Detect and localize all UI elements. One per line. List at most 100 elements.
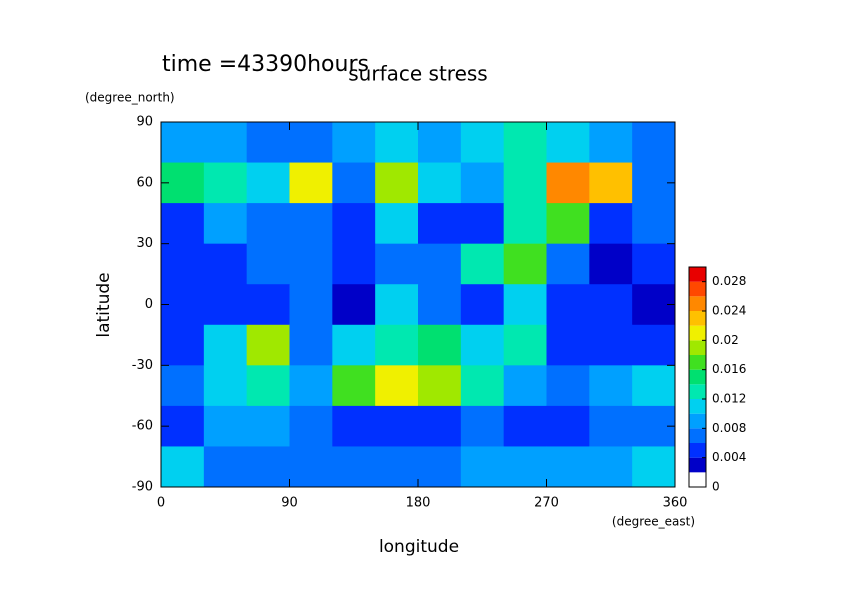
cell <box>332 122 376 164</box>
cell <box>161 122 205 164</box>
cell <box>203 162 248 204</box>
cell <box>418 446 462 488</box>
cell <box>632 203 676 245</box>
cell <box>246 405 290 447</box>
colorbar-tick-label: 0.016 <box>712 362 746 376</box>
cell <box>418 365 462 407</box>
cell <box>289 405 333 447</box>
cell <box>503 122 547 164</box>
x-tick-label: 0 <box>157 496 165 511</box>
cell <box>418 122 462 164</box>
cell <box>546 162 590 204</box>
y-unit: (degree_north) <box>85 91 175 105</box>
cell <box>418 243 462 285</box>
y-tick-label: 60 <box>136 175 153 190</box>
cell <box>375 122 419 164</box>
colorbar-tick-label: 0.008 <box>712 421 746 435</box>
cell <box>289 284 333 326</box>
cell <box>460 405 505 447</box>
cell <box>289 365 333 407</box>
cell <box>289 243 333 285</box>
cell <box>460 365 505 407</box>
colorbar-tick-label: 0 <box>712 480 720 494</box>
colorbar-box <box>689 325 706 341</box>
colorbar-box <box>689 457 706 473</box>
cell <box>460 324 505 366</box>
cell <box>546 203 590 245</box>
cell <box>246 122 290 164</box>
cell <box>161 446 205 488</box>
cell <box>246 203 290 245</box>
cell <box>632 243 676 285</box>
cell <box>589 122 633 164</box>
cell <box>246 243 290 285</box>
cell <box>418 284 462 326</box>
cell <box>418 405 462 447</box>
cell <box>632 324 676 366</box>
cell <box>503 284 547 326</box>
cell <box>418 324 462 366</box>
cell <box>460 243 505 285</box>
cell <box>203 284 248 326</box>
cell <box>161 243 205 285</box>
cell <box>460 284 505 326</box>
cell <box>332 405 376 447</box>
cell <box>375 203 419 245</box>
cell <box>546 122 590 164</box>
cell <box>289 324 333 366</box>
cell <box>246 162 290 204</box>
cell <box>203 243 248 285</box>
cell <box>332 324 376 366</box>
cell <box>375 446 419 488</box>
cell <box>503 446 547 488</box>
cell <box>161 324 205 366</box>
colorbar-tick-label: 0.024 <box>712 304 746 318</box>
cell <box>503 203 547 245</box>
cell <box>246 446 290 488</box>
cell <box>589 324 633 366</box>
cell <box>246 365 290 407</box>
x-label: longitude <box>379 537 459 557</box>
cell <box>503 243 547 285</box>
cell <box>332 162 376 204</box>
x-tick-label: 270 <box>534 496 559 511</box>
colorbar-box <box>689 311 706 326</box>
cell <box>203 324 248 366</box>
y-tick-label: 0 <box>145 297 153 312</box>
cell <box>418 203 462 245</box>
cell <box>503 405 547 447</box>
cell <box>418 162 462 204</box>
cell <box>203 365 248 407</box>
cell <box>203 122 248 164</box>
cell <box>589 243 633 285</box>
y-label: latitude <box>94 272 114 337</box>
cell <box>589 284 633 326</box>
cell <box>546 365 590 407</box>
cell <box>589 365 633 407</box>
cell <box>589 405 633 447</box>
cell <box>632 122 676 164</box>
cell <box>460 162 505 204</box>
cell <box>375 405 419 447</box>
cell <box>589 203 633 245</box>
cell <box>375 162 419 204</box>
cell <box>503 365 547 407</box>
colorbar-tick-label: 0.028 <box>712 274 746 288</box>
colorbar-box <box>689 340 706 355</box>
cell <box>203 446 248 488</box>
cell <box>289 162 333 204</box>
colorbar-tick-label: 0.004 <box>712 450 746 464</box>
colorbar-box <box>689 399 706 414</box>
colorbar-box <box>689 443 706 458</box>
x-unit: (degree_east) <box>612 515 695 529</box>
cell <box>460 122 505 164</box>
cell <box>546 324 590 366</box>
cell <box>161 365 205 407</box>
cell <box>289 122 333 164</box>
colorbar-box <box>689 296 706 311</box>
cell <box>632 446 676 488</box>
cell <box>632 365 676 407</box>
colorbar-box <box>689 428 706 443</box>
